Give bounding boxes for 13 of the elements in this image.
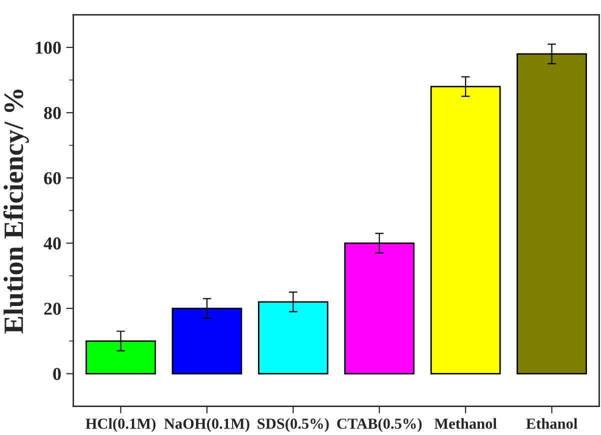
x-tick-label: Methanol (434, 418, 497, 429)
y-tick-label: 0 (53, 368, 61, 380)
x-tick-label: CTAB(0.5%) (337, 418, 422, 432)
x-tick-label: SDS(0.5%) (258, 418, 329, 432)
y-tick-label: 60 (44, 172, 61, 184)
y-tick-label: 40 (44, 237, 61, 250)
x-tick-label: HCl(0.1M) (86, 418, 156, 432)
y-axis-title: Elution Eficiency/ % (3, 90, 29, 334)
y-tick-label: 20 (44, 302, 61, 315)
y-tick-label: 80 (44, 106, 61, 120)
x-tick-label: NaOH(0.1M) (164, 418, 250, 432)
x-tick-label: Ethanol (526, 418, 578, 429)
y-tick-label: 100 (36, 42, 61, 54)
